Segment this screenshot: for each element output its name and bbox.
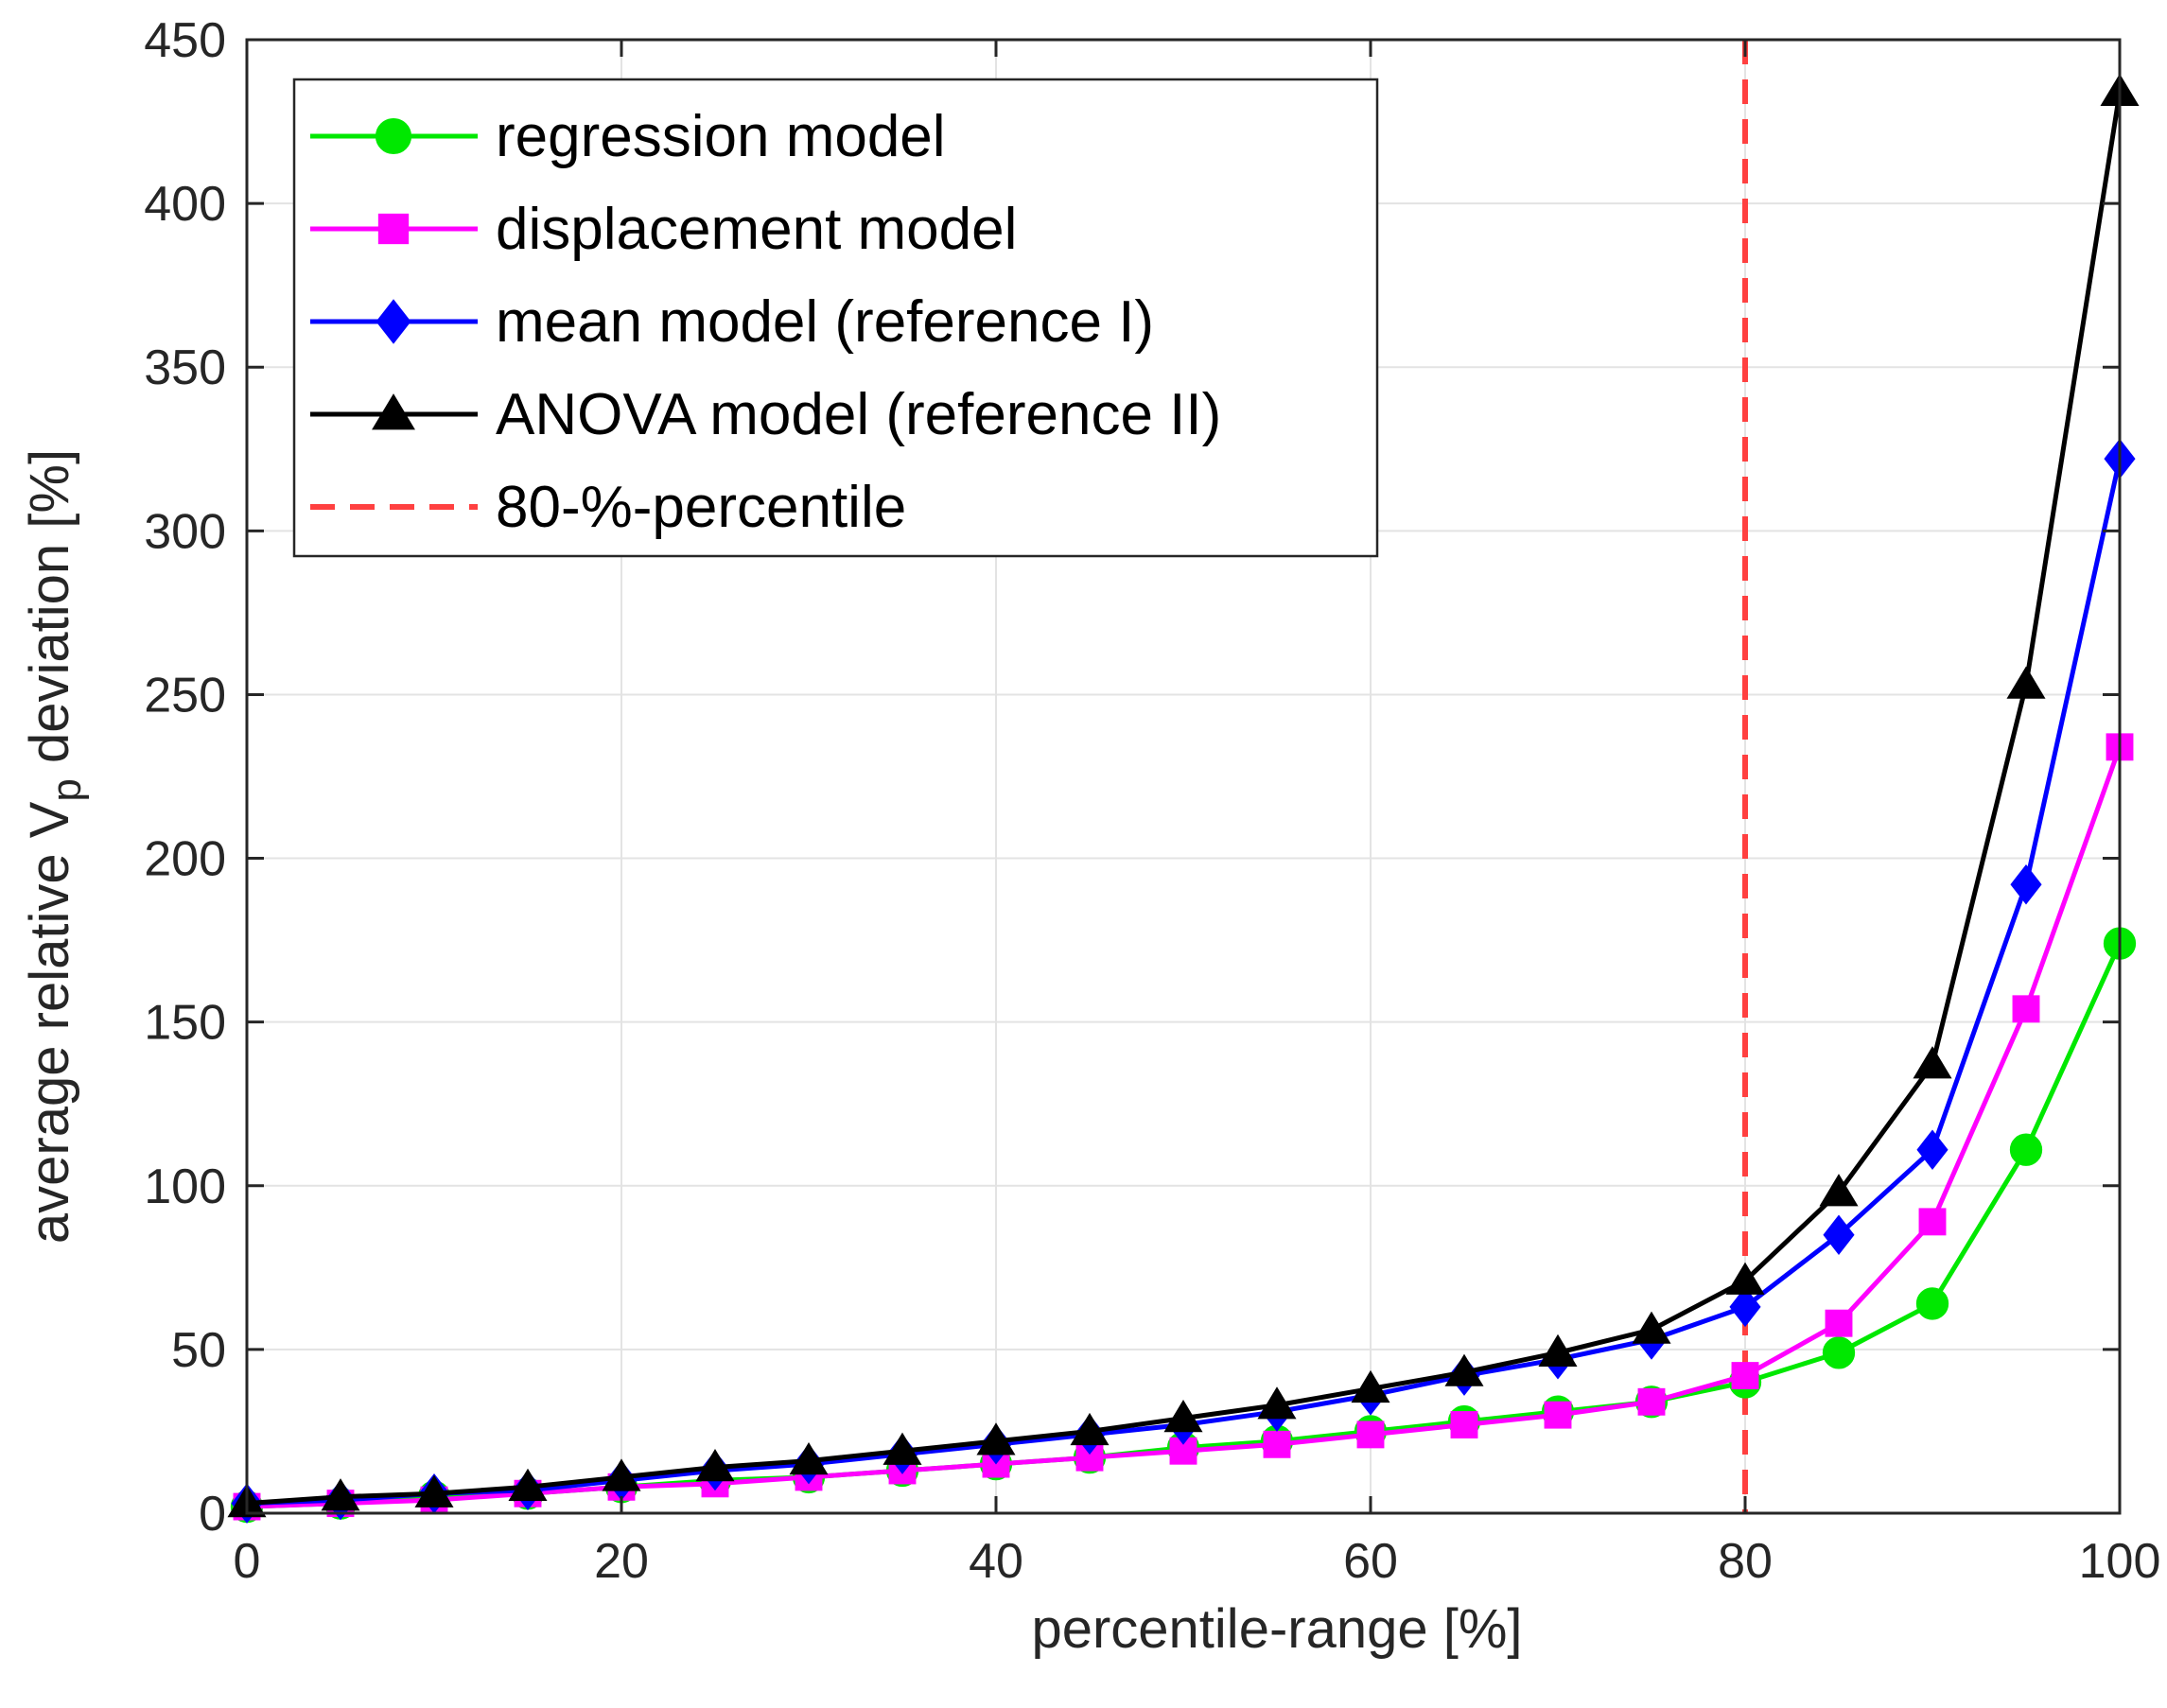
- y-tick-label: 50: [171, 1323, 226, 1378]
- data-point-displacement-model: [1450, 1411, 1478, 1438]
- data-point-anova-model-reference-ii: [976, 1422, 1016, 1455]
- y-tick-label: 450: [144, 13, 226, 68]
- data-point-anova-model-reference-ii: [1725, 1262, 1765, 1295]
- data-point-anova-model-reference-ii: [1257, 1386, 1297, 1420]
- x-tick-label: 0: [234, 1534, 261, 1589]
- y-axis-label: average relative Vp deviation [%]: [19, 449, 90, 1244]
- legend-label-80-percentile: 80-%-percentile: [496, 475, 906, 540]
- y-tick-label: 100: [144, 1159, 226, 1214]
- data-point-displacement-model: [1731, 1362, 1759, 1390]
- x-axis-label: percentile-range [%]: [1031, 1598, 1522, 1660]
- legend: regression model displacement model mean m…: [292, 78, 1379, 558]
- data-point-anova-model-reference-ii: [321, 1478, 360, 1511]
- legend-entry-displacement-model: displacement model: [310, 197, 1017, 262]
- y-tick-label: 200: [144, 832, 226, 887]
- legend-marker-anova-model-reference-ii: [372, 393, 415, 430]
- x-tick-label: 20: [594, 1534, 649, 1589]
- data-point-anova-model-reference-ii: [602, 1458, 641, 1491]
- data-point-regression-model: [1915, 1287, 1949, 1320]
- data-point-anova-model-reference-ii: [2006, 666, 2046, 699]
- legend-marker-displacement-model: [377, 213, 410, 245]
- legend-label-anova-model-reference-ii: ANOVA model (reference II): [496, 382, 1221, 447]
- data-point-mean-model-reference-i: [1823, 1214, 1855, 1255]
- y-axis-label-subscript: p: [44, 778, 90, 801]
- y-tick-label: 0: [199, 1487, 226, 1542]
- legend-marker-regression-model: [375, 117, 412, 155]
- data-point-anova-model-reference-ii: [1070, 1412, 1110, 1446]
- data-point-anova-model-reference-ii: [1538, 1333, 1578, 1368]
- y-tick-label: 350: [144, 340, 226, 395]
- data-point-anova-model-reference-ii: [789, 1442, 829, 1475]
- legend-label-displacement-model: displacement model: [496, 197, 1017, 262]
- legend-marker-mean-model-reference-i: [376, 299, 411, 344]
- data-point-anova-model-reference-ii: [883, 1432, 922, 1465]
- data-point-displacement-model: [1263, 1430, 1291, 1458]
- data-point-anova-model-reference-ii: [1163, 1400, 1203, 1433]
- data-point-displacement-model: [1825, 1309, 1853, 1337]
- data-point-anova-model-reference-ii: [414, 1474, 454, 1508]
- x-tick-label: 80: [1718, 1534, 1773, 1589]
- legend-box: [292, 78, 1379, 558]
- legend-entry-80-percentile: 80-%-percentile: [310, 475, 906, 540]
- legend-entry-mean-model-reference-i: mean model (reference I): [310, 289, 1154, 355]
- data-point-displacement-model: [1356, 1420, 1385, 1449]
- plot-frame: [245, 38, 2122, 1515]
- data-point-anova-model-reference-ii: [695, 1448, 735, 1482]
- tick-layer: 0 20 40 60 80 100 0 50 100 150 200 250 300 350 400 450: [144, 13, 2160, 1589]
- data-point-anova-model-reference-ii: [508, 1468, 548, 1501]
- data-point-mean-model-reference-i: [2010, 864, 2042, 905]
- legend-entry-anova-model-reference-ii: ANOVA model (reference II): [310, 382, 1221, 447]
- data-point-anova-model-reference-ii: [1351, 1369, 1390, 1403]
- y-tick-label: 300: [144, 504, 226, 559]
- data-point-anova-model-reference-ii: [1632, 1311, 1671, 1344]
- legend-label-mean-model-reference-i: mean model (reference I): [496, 289, 1154, 355]
- x-tick-label: 100: [2079, 1534, 2161, 1589]
- data-point-displacement-model: [2012, 995, 2040, 1023]
- y-axis-label-tail: deviation [%]: [19, 449, 80, 778]
- legend-label-regression-model: regression model: [496, 104, 946, 169]
- y-tick-label: 150: [144, 996, 226, 1051]
- legend-entry-regression-model: regression model: [310, 104, 946, 169]
- data-point-anova-model-reference-ii: [1819, 1174, 1859, 1207]
- data-point-displacement-model: [1918, 1208, 1947, 1236]
- x-tick-label: 40: [969, 1534, 1023, 1589]
- data-point-mean-model-reference-i: [1916, 1129, 1949, 1170]
- data-point-mean-model-reference-i: [1729, 1286, 1761, 1328]
- data-point-regression-model: [1822, 1336, 1856, 1369]
- data-point-anova-model-reference-ii: [1913, 1046, 1952, 1079]
- data-point-displacement-model: [1637, 1387, 1666, 1416]
- y-axis-label-main: average relative V: [19, 801, 80, 1244]
- y-tick-label: 250: [144, 668, 226, 723]
- data-point-displacement-model: [1544, 1401, 1572, 1429]
- data-point-anova-model-reference-ii: [1444, 1353, 1484, 1386]
- data-point-regression-model: [2009, 1133, 2043, 1166]
- x-tick-label: 60: [1343, 1534, 1398, 1589]
- y-tick-label: 400: [144, 177, 226, 232]
